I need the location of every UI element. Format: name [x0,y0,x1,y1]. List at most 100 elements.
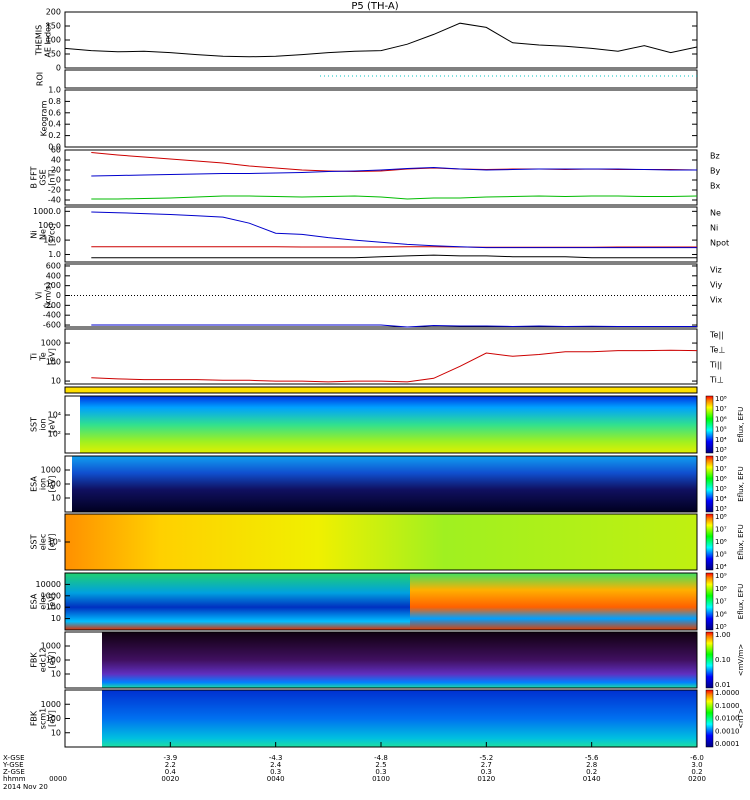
y-axis-label: [nT] [48,169,57,185]
colorbar-tick-label: 10⁶ [715,415,727,423]
ephemeris-value: -6.0 [690,754,704,762]
y-tick-label: 1.0 [48,86,61,95]
spectrogram [65,690,697,747]
ephemeris-value: 0.2 [691,768,702,776]
legend-entry: Bx [710,182,720,191]
y-tick-label: 1000.0 [33,207,61,216]
time-label: 0200 [688,775,706,783]
ephemeris-row-label: X-GSE [3,754,25,762]
colorbar [705,631,714,689]
y-tick-label: 0 [56,291,61,300]
data-line [91,254,697,259]
colorbar-tick-label: 0.0100 [715,715,740,723]
y-axis-label: [eV] [48,476,57,493]
no-data [65,690,102,747]
time-label: 0040 [267,775,285,783]
ephemeris-value: 2.2 [165,761,176,769]
panel-frame [64,11,698,69]
y-tick-label: 60 [51,146,61,155]
colorbar-tick-label: 0.0010 [715,727,740,735]
ephemeris-value: 2.4 [270,761,282,769]
data-line [91,195,698,200]
status-bar [64,386,698,394]
y-tick-label: 0 [56,64,61,73]
y-tick-label: -600 [43,321,61,330]
spectrogram [65,396,697,453]
y-tick-label: 10 [51,494,61,503]
y-tick-label: -20 [48,186,61,195]
y-tick-label: 0.8 [48,97,61,106]
colorbar-tick-label: 10³ [715,446,727,454]
y-axis-label: Ne [39,229,48,240]
y-axis-label: FBK [30,652,39,668]
y-axis-label: [eV] [48,534,57,551]
colorbar-tick-label: 10⁶ [715,538,727,546]
y-tick-label: 50 [51,50,61,59]
y-tick-label: 600 [46,261,61,270]
colorbar-tick-label: 0.01 [715,681,731,689]
y-tick-label: 1000 [41,700,61,709]
y-axis-label: elec [39,593,48,609]
ephemeris-value: -4.3 [269,754,283,762]
colorbar-tick-label: 10⁷ [715,526,727,534]
y-tick-label: 20 [51,166,61,175]
y-tick-label: -200 [43,301,61,310]
colorbar-label: Eflux, EFU [737,524,745,559]
colorbar [705,689,714,748]
y-tick-label: 0.6 [48,108,61,117]
ephemeris-value: 0.3 [375,768,386,776]
y-tick-label: 1.0 [48,250,61,259]
y-tick-label: -400 [43,311,61,320]
y-axis-label: FBK [30,710,39,726]
panel-frame [64,395,698,454]
y-tick-label: -40 [48,196,61,205]
roi-label: ROI [36,72,45,86]
colorbar-label: Eflux, EFU [737,466,745,501]
y-tick-label: 400 [46,271,61,280]
colorbar-label: <nT> [737,708,745,729]
colorbar [705,395,714,454]
y-tick-label: 1000 [41,339,61,348]
y-tick-label: 40 [51,156,61,165]
y-axis-label: ESA [30,476,39,492]
colorbar [705,455,714,513]
legend-entry: Ni [710,224,718,233]
ephemeris-value: 2.8 [586,761,597,769]
y-tick-label: 1000 [41,642,61,651]
y-axis-label: THEMIS [35,25,44,56]
legend-entry: Te|| [709,331,724,340]
y-axis-label: [eV] [48,652,57,669]
panel-frame [64,149,698,206]
y-tick-label: 10 [51,670,61,679]
colorbar-tick-label: 0.1000 [715,702,740,710]
colorbar-tick-label: 1.0000 [715,689,740,697]
data-line [91,211,697,249]
y-tick-label: 10000 [36,580,61,589]
y-tick-label: 100 [46,714,61,723]
data-line [64,22,698,58]
legend-entry: By [710,167,720,176]
y-axis-label: AE Index [44,22,53,57]
time-label: 0020 [161,775,179,783]
y-tick-label: 10.0 [43,236,61,245]
colorbar-tick-label: 10⁴ [715,436,727,444]
legend-entry: Ti⊥ [709,376,724,385]
y-tick-label: 200 [46,281,61,290]
y-axis-label: SST [30,417,39,432]
colorbar-label: Eflux, EFU [737,407,745,442]
ephemeris-value: -5.2 [479,754,493,762]
y-axis-label: edc12 [39,648,48,673]
colorbar-tick-label: 10⁷ [715,465,727,473]
y-axis-label: [eV] [48,416,57,433]
y-axis-label: ESA [30,593,39,609]
legend-entry: Bz [710,152,720,161]
ephemeris-value: -4.8 [374,754,388,762]
y-tick-label: 100 [46,656,61,665]
ephemeris-value: 2.5 [375,761,386,769]
colorbar-tick-label: 10⁴ [715,563,727,571]
y-axis-label: [eV] [48,710,57,727]
colorbar-tick-label: 10³ [715,505,727,513]
legend-entry: Vix [710,296,723,305]
legend-entry: Ne [710,209,721,218]
